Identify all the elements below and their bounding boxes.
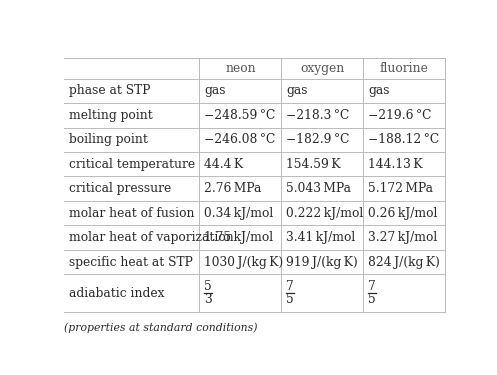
- Text: 5: 5: [286, 293, 294, 306]
- Text: 1030 J/(kg K): 1030 J/(kg K): [204, 255, 283, 268]
- Text: melting point: melting point: [69, 109, 153, 122]
- Text: 1.75 kJ/mol: 1.75 kJ/mol: [204, 231, 273, 244]
- Text: 5: 5: [204, 280, 212, 293]
- Text: specific heat at STP: specific heat at STP: [69, 255, 192, 268]
- Text: 824 J/(kg K): 824 J/(kg K): [368, 255, 440, 268]
- Text: gas: gas: [286, 84, 308, 98]
- Text: 3.27 kJ/mol: 3.27 kJ/mol: [368, 231, 437, 244]
- Text: critical pressure: critical pressure: [69, 182, 171, 195]
- Text: adiabatic index: adiabatic index: [69, 286, 164, 300]
- Text: 5: 5: [368, 293, 376, 306]
- Text: neon: neon: [225, 62, 256, 75]
- Text: 7: 7: [368, 280, 376, 293]
- Text: 5.043 MPa: 5.043 MPa: [286, 182, 351, 195]
- Text: −248.59 °C: −248.59 °C: [204, 109, 275, 122]
- Text: molar heat of fusion: molar heat of fusion: [69, 207, 194, 220]
- Text: boiling point: boiling point: [69, 134, 148, 146]
- Text: −188.12 °C: −188.12 °C: [368, 134, 439, 146]
- Text: 0.222 kJ/mol: 0.222 kJ/mol: [286, 207, 363, 220]
- Text: 44.4 K: 44.4 K: [204, 158, 243, 171]
- Text: 3.41 kJ/mol: 3.41 kJ/mol: [286, 231, 355, 244]
- Text: 919 J/(kg K): 919 J/(kg K): [286, 255, 358, 268]
- Text: −246.08 °C: −246.08 °C: [204, 134, 275, 146]
- Text: fluorine: fluorine: [380, 62, 429, 75]
- Text: 154.59 K: 154.59 K: [286, 158, 340, 171]
- Text: 2.76 MPa: 2.76 MPa: [204, 182, 261, 195]
- Text: phase at STP: phase at STP: [69, 84, 150, 98]
- Text: critical temperature: critical temperature: [69, 158, 195, 171]
- Text: 0.34 kJ/mol: 0.34 kJ/mol: [204, 207, 273, 220]
- Text: gas: gas: [204, 84, 226, 98]
- Text: 5.172 MPa: 5.172 MPa: [368, 182, 433, 195]
- Text: 7: 7: [286, 280, 294, 293]
- Text: (properties at standard conditions): (properties at standard conditions): [64, 322, 257, 333]
- Text: 0.26 kJ/mol: 0.26 kJ/mol: [368, 207, 437, 220]
- Text: 144.13 K: 144.13 K: [368, 158, 422, 171]
- Text: 3: 3: [204, 293, 212, 306]
- Text: −182.9 °C: −182.9 °C: [286, 134, 349, 146]
- Text: gas: gas: [368, 84, 390, 98]
- Text: oxygen: oxygen: [300, 62, 344, 75]
- Text: −219.6 °C: −219.6 °C: [368, 109, 431, 122]
- Text: −218.3 °C: −218.3 °C: [286, 109, 349, 122]
- Text: molar heat of vaporization: molar heat of vaporization: [69, 231, 234, 244]
